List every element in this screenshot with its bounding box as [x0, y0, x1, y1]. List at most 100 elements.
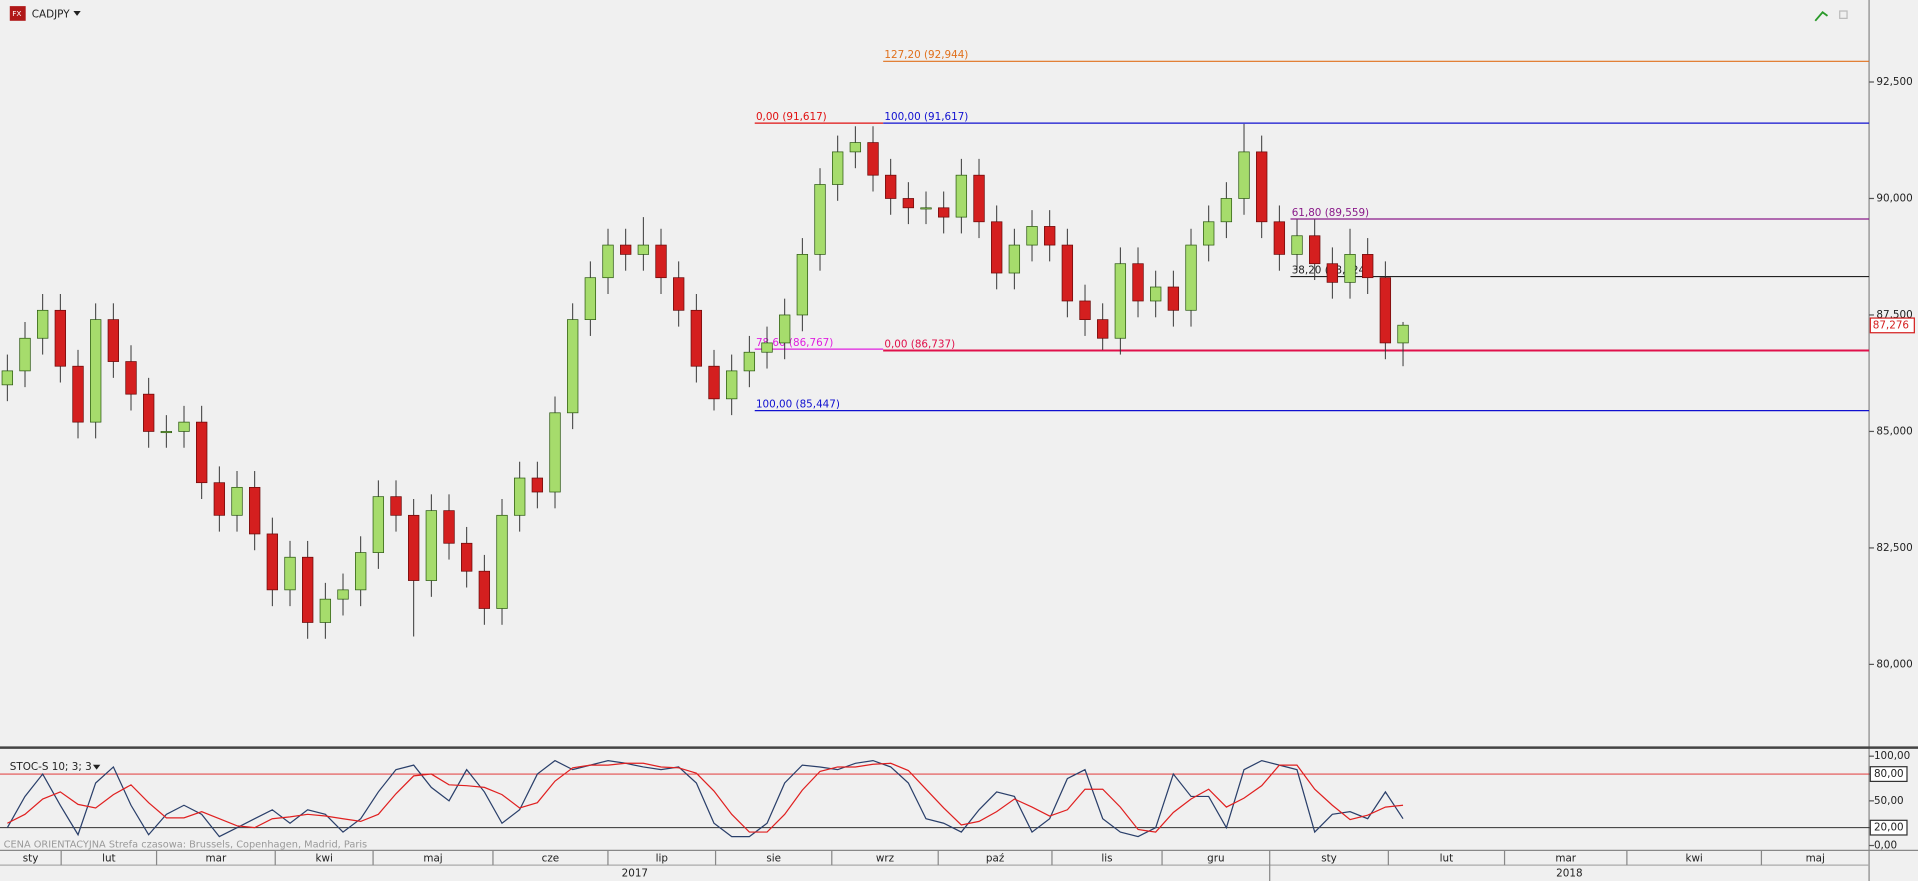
candle-body — [1008, 244, 1021, 274]
month-label: maj — [423, 852, 442, 864]
candle-body — [1132, 263, 1144, 302]
candle-body — [196, 421, 208, 484]
indicator-y-tick-label: 20,00 — [1874, 822, 1904, 834]
candle-body — [425, 510, 438, 581]
trend-icon[interactable] — [1814, 10, 1829, 22]
candle-body — [1379, 277, 1392, 344]
candle-body — [302, 556, 314, 623]
candle-body — [178, 421, 190, 432]
month-label: lut — [1440, 852, 1454, 864]
month-label: kwi — [1685, 852, 1702, 864]
month-label: mar — [1555, 852, 1576, 864]
candle-body — [938, 207, 950, 218]
candle-body — [920, 207, 932, 210]
symbol-icon-text: FX — [12, 9, 21, 18]
candle-body — [743, 351, 756, 372]
month-label: lis — [1101, 852, 1112, 864]
month-label: sie — [766, 852, 781, 864]
candle-body — [1273, 221, 1286, 255]
month-label: gru — [1207, 852, 1224, 864]
candle-body — [1026, 226, 1038, 246]
candle-body — [1167, 286, 1180, 311]
candle-body — [213, 482, 226, 516]
month-label: wrz — [876, 852, 894, 864]
candle-body — [1114, 263, 1127, 339]
year-label: 2018 — [1556, 868, 1582, 880]
candle-body — [478, 570, 491, 609]
y-tick-label: 92,500 — [1876, 76, 1912, 88]
candle-body — [849, 142, 862, 153]
fib-label: 0,00 (91,617) — [756, 111, 827, 123]
candle-body — [761, 342, 773, 353]
candle-body — [726, 370, 738, 400]
candle-body — [814, 184, 826, 255]
candle-body — [266, 533, 279, 591]
indicator-title[interactable]: STOC-S 10; 3; 3 — [10, 761, 92, 773]
candle-body — [1362, 254, 1374, 279]
last-price-label: 87,276 — [1873, 319, 1909, 331]
candle-body — [1097, 319, 1109, 339]
candle-body — [19, 337, 31, 372]
candle-body — [372, 496, 385, 553]
candle-body — [72, 365, 84, 423]
candle-body — [249, 486, 261, 535]
footer-note: CENA ORIENTACYJNA Strefa czasowa: Brusse… — [4, 839, 367, 850]
y-tick-label: 90,000 — [1876, 192, 1912, 204]
candle-body — [1061, 244, 1074, 302]
month-label: sty — [23, 852, 39, 864]
candle-body — [885, 174, 897, 199]
candle-body — [690, 309, 703, 367]
candle-body — [1326, 263, 1339, 283]
candle-body — [496, 514, 508, 609]
candle-body — [1079, 300, 1091, 320]
candle-body — [1344, 254, 1356, 283]
candle-body — [1220, 198, 1233, 223]
candle-body — [1203, 221, 1215, 246]
candle-body — [1044, 226, 1056, 246]
fib-label: 0,00 (86,737) — [884, 338, 955, 350]
candle-body — [673, 277, 685, 311]
candle-body — [991, 221, 1003, 274]
candle-body — [90, 319, 102, 423]
candle-body — [390, 496, 402, 516]
candle-body — [1291, 235, 1303, 255]
candle-body — [54, 309, 67, 367]
candle-body — [1238, 151, 1250, 199]
candle-body — [337, 589, 349, 600]
symbol-icon — [9, 6, 26, 21]
candle-body — [620, 244, 632, 255]
candle-body — [1309, 235, 1321, 265]
candle-body — [832, 151, 844, 185]
month-label: paź — [986, 852, 1004, 864]
candle-body — [514, 477, 526, 516]
month-label: sty — [1321, 852, 1337, 864]
fib-label: 100,00 (91,617) — [884, 111, 968, 123]
indicator-y-tick-label: 50,00 — [1874, 795, 1904, 807]
candle-body — [160, 431, 173, 434]
candle-body — [955, 174, 968, 218]
candle-body — [461, 542, 473, 572]
candle-body — [355, 552, 367, 591]
indicator-y-tick-label: 80,00 — [1874, 768, 1904, 780]
candle-body — [779, 314, 791, 344]
candle-body — [1256, 151, 1268, 223]
symbol-dropdown[interactable] — [73, 11, 81, 16]
fib-label: 100,00 (85,447) — [756, 398, 840, 410]
indicator-level-tag — [1869, 819, 1908, 836]
candle-body — [1185, 244, 1197, 311]
month-label: lut — [102, 852, 116, 864]
month-label: mar — [206, 852, 227, 864]
month-label: maj — [1806, 852, 1825, 864]
symbol-title[interactable]: CADJPY — [32, 9, 70, 21]
candle-body — [408, 514, 420, 581]
candle-body — [584, 277, 597, 320]
indicator-y-tick-label: 0,00 — [1874, 840, 1897, 852]
candle-body — [655, 244, 667, 279]
candle-body — [231, 486, 243, 516]
indicator-dropdown[interactable] — [92, 764, 101, 770]
close-icon[interactable] — [1839, 10, 1848, 19]
fib-label: 78,60 (86,767) — [756, 337, 833, 349]
candle-body — [708, 365, 720, 400]
candle-body — [867, 142, 879, 176]
